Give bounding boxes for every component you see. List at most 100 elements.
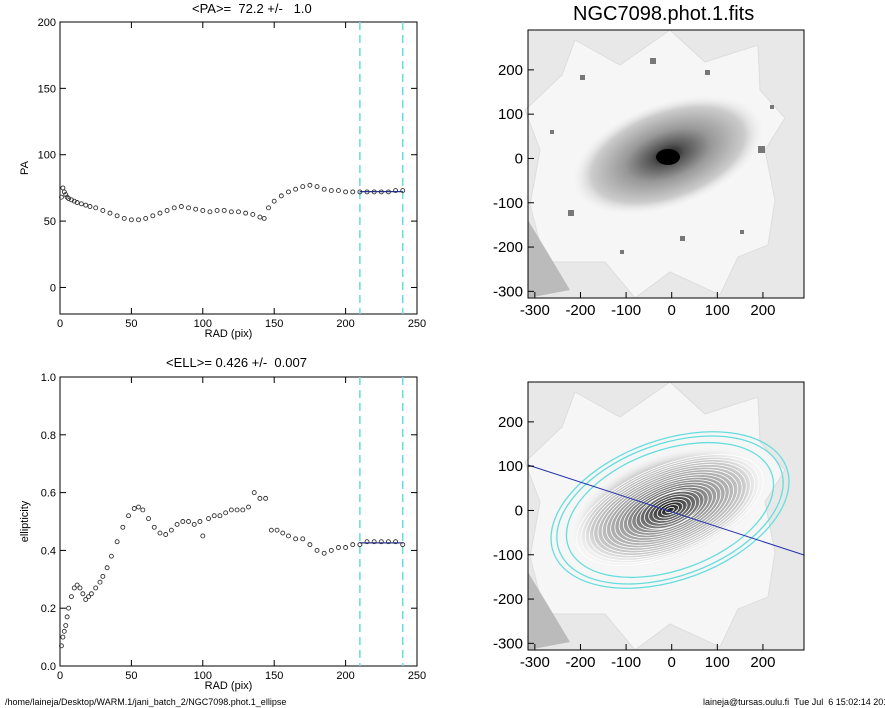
x-axis-label: RAD (pix) — [205, 328, 253, 340]
image-y-tick-label: 100 — [498, 106, 523, 123]
data-point — [307, 182, 313, 188]
image-y-tick-label: 200 — [498, 62, 523, 79]
pa-plot-title: <PA>= 72.2 +/- 1.0 — [192, 1, 312, 16]
ellipse-fit-panel: -300 -200 -100 0 100 200 -300 -200 -100 0 100 200 — [493, 381, 805, 671]
data-point — [180, 519, 186, 524]
data-point — [157, 210, 163, 216]
isophote — [597, 466, 743, 554]
data-point — [100, 208, 106, 213]
pa-plot: 0 50 100 150 200 250 0 50 100 150 200 RAD (pix) PA — [19, 17, 426, 340]
data-point — [350, 189, 356, 195]
data-point — [400, 188, 406, 194]
data-point — [86, 594, 92, 600]
isophote — [605, 471, 735, 549]
data-point — [74, 200, 80, 205]
data-point — [400, 542, 406, 548]
isophote-ellipses — [576, 454, 764, 566]
data-point — [221, 208, 227, 213]
image-x-tick-label: 100 — [705, 654, 730, 671]
image-y-tick-label: -200 — [493, 591, 523, 608]
data-point — [63, 192, 69, 197]
y-axis-label: PA — [19, 160, 31, 175]
plot-frame — [59, 376, 418, 667]
y-tick-label: 200 — [38, 17, 56, 29]
x-tick-label: 200 — [336, 318, 354, 330]
data-point — [150, 213, 156, 219]
data-point — [64, 194, 70, 200]
data-point — [146, 516, 151, 522]
x-tick-label: 250 — [408, 670, 426, 682]
image-y-tick-label: -300 — [493, 635, 523, 652]
isophote — [589, 461, 751, 559]
data-point — [60, 634, 66, 640]
data-point — [151, 524, 157, 530]
y-tick-label: 0.6 — [41, 488, 56, 500]
data-point — [88, 591, 94, 597]
y-tick-label: 50 — [44, 216, 56, 228]
data-point — [66, 605, 72, 611]
data-point — [257, 495, 263, 501]
data-point — [83, 597, 89, 602]
data-point — [293, 536, 299, 542]
data-point — [136, 217, 141, 223]
data-point — [168, 527, 174, 533]
image-x-tick-label: -200 — [565, 654, 595, 671]
data-point — [286, 533, 291, 539]
data-point — [240, 507, 246, 513]
y-tick-label: 100 — [38, 150, 56, 162]
data-point — [336, 545, 341, 550]
data-point — [164, 208, 170, 213]
ell-plot-title: <ELL>= 0.426 +/- 0.007 — [166, 355, 307, 370]
data-point — [393, 188, 399, 194]
data-point — [174, 521, 180, 527]
image-x-tick-label: 200 — [750, 654, 775, 671]
galaxy-image-panel: -300 -200 -100 0 100 200 -300 -200 -100 0 100 200 — [493, 29, 805, 319]
data-point — [206, 516, 211, 522]
isophote — [614, 476, 726, 544]
data-point — [328, 547, 334, 553]
data-point — [307, 542, 313, 548]
data-point — [314, 184, 320, 190]
isophote — [618, 479, 722, 541]
x-tick-label: 0 — [57, 670, 63, 682]
data-point — [136, 504, 141, 510]
image-y-tick-label: -100 — [493, 547, 523, 564]
data-point — [357, 542, 363, 548]
data-point — [93, 585, 99, 591]
isophote — [644, 493, 696, 527]
x-tick-label: 0 — [57, 318, 63, 330]
data-point — [250, 212, 256, 217]
footer-user-stamp: laineja@tursas.oulu.fi Tue Jul 6 15:02:1… — [703, 697, 885, 707]
y-tick-label: 150 — [38, 83, 56, 95]
image-x-tick-label: 0 — [668, 654, 676, 671]
data-point — [293, 186, 299, 192]
image-x-tick-label: -300 — [520, 654, 550, 671]
data-point — [214, 208, 220, 213]
data-point — [186, 519, 191, 524]
data-point — [80, 591, 86, 597]
data-point — [114, 213, 120, 219]
data-point — [261, 215, 267, 221]
data-point — [77, 585, 83, 591]
y-tick-label: 0.0 — [41, 661, 56, 673]
image-x-tick-label: 0 — [668, 302, 676, 319]
isophote — [661, 504, 679, 516]
data-point — [121, 215, 127, 221]
data-point — [266, 205, 271, 211]
isophote — [648, 496, 692, 524]
data-point — [157, 530, 163, 536]
isophote — [627, 484, 713, 536]
y-tick-label: 0 — [50, 282, 56, 294]
data-point — [97, 579, 103, 585]
image-y-tick-label: 100 — [498, 458, 523, 475]
data-point — [140, 507, 146, 513]
data-point — [143, 215, 149, 221]
data-point — [61, 628, 67, 634]
isophote — [610, 474, 730, 546]
galaxy-nucleus — [656, 149, 680, 165]
isophote — [580, 456, 760, 564]
data-point — [217, 513, 223, 519]
data-point — [207, 209, 213, 215]
data-point — [300, 536, 306, 542]
isophote — [656, 501, 684, 519]
